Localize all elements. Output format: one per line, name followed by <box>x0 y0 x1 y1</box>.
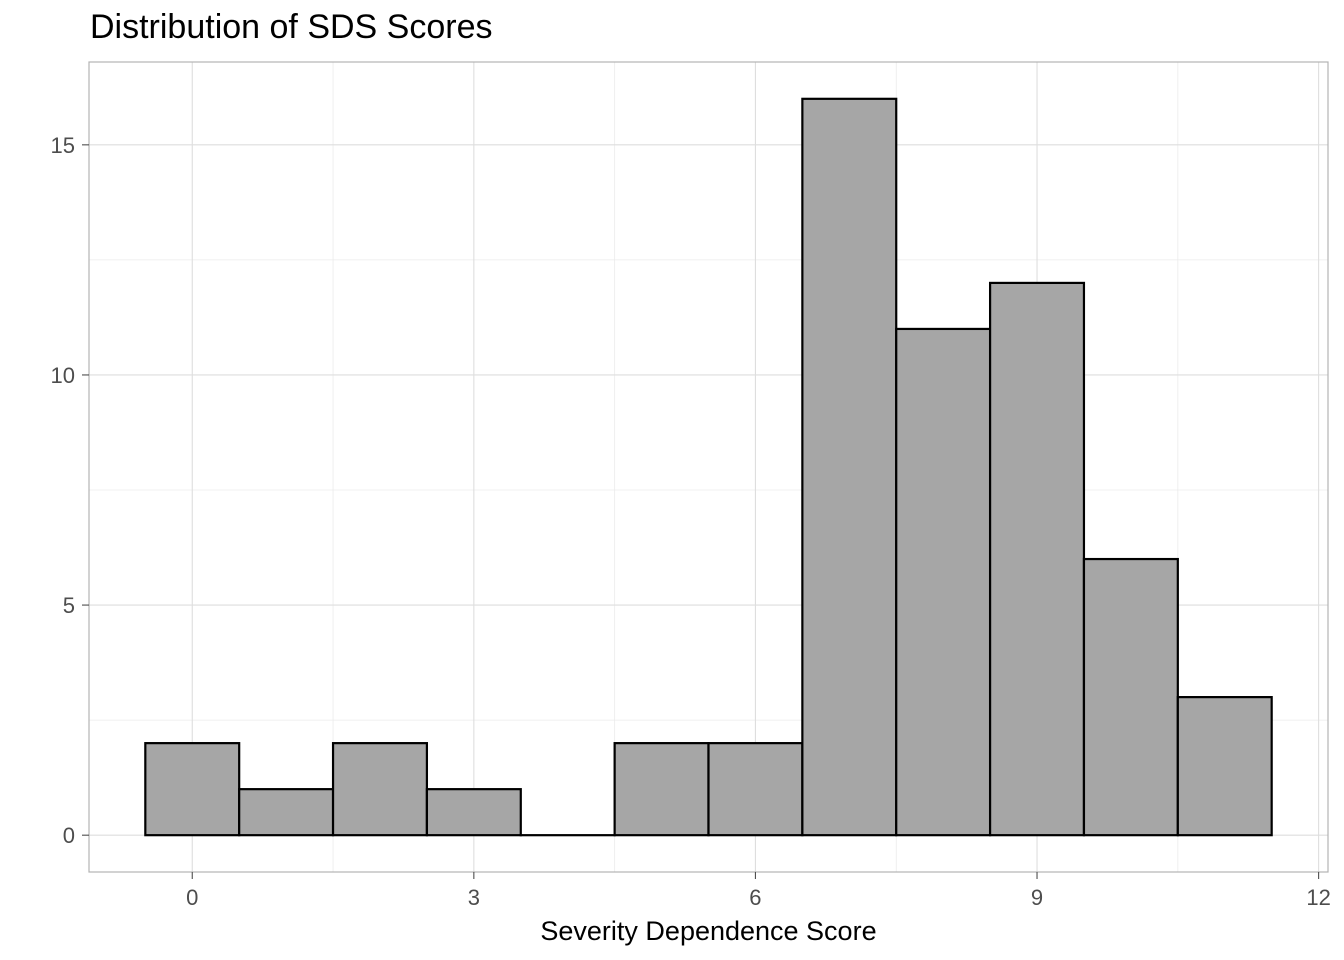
histogram-bars <box>144 97 1273 837</box>
x-tick-label: 6 <box>749 885 761 910</box>
x-tick-label: 12 <box>1306 885 1330 910</box>
y-tick-label: 5 <box>63 593 75 618</box>
x-tick-label: 3 <box>468 885 480 910</box>
y-tick-label: 0 <box>63 823 75 848</box>
x-tick-label: 9 <box>1031 885 1043 910</box>
axes: 0 3 6 9 12 0 5 10 15 <box>51 133 1331 910</box>
histogram-bar <box>707 742 804 837</box>
panel-border <box>88 61 1329 873</box>
histogram-bar <box>801 97 898 837</box>
histogram-bar <box>613 742 710 837</box>
y-tick-label: 15 <box>51 133 75 158</box>
histogram-bar <box>425 788 522 837</box>
x-tick-label: 0 <box>186 885 198 910</box>
histogram-bar <box>331 742 429 837</box>
histogram-bar <box>895 327 992 837</box>
histogram-bar <box>988 281 1086 837</box>
histogram-bar <box>1176 696 1273 837</box>
histogram-bar <box>238 788 335 837</box>
histogram-bar <box>1082 557 1179 837</box>
chart-title: Distribution of SDS Scores <box>90 8 493 46</box>
y-tick-label: 10 <box>51 363 75 388</box>
histogram-bar <box>144 742 241 837</box>
x-axis-title: Severity Dependence Score <box>540 916 876 946</box>
